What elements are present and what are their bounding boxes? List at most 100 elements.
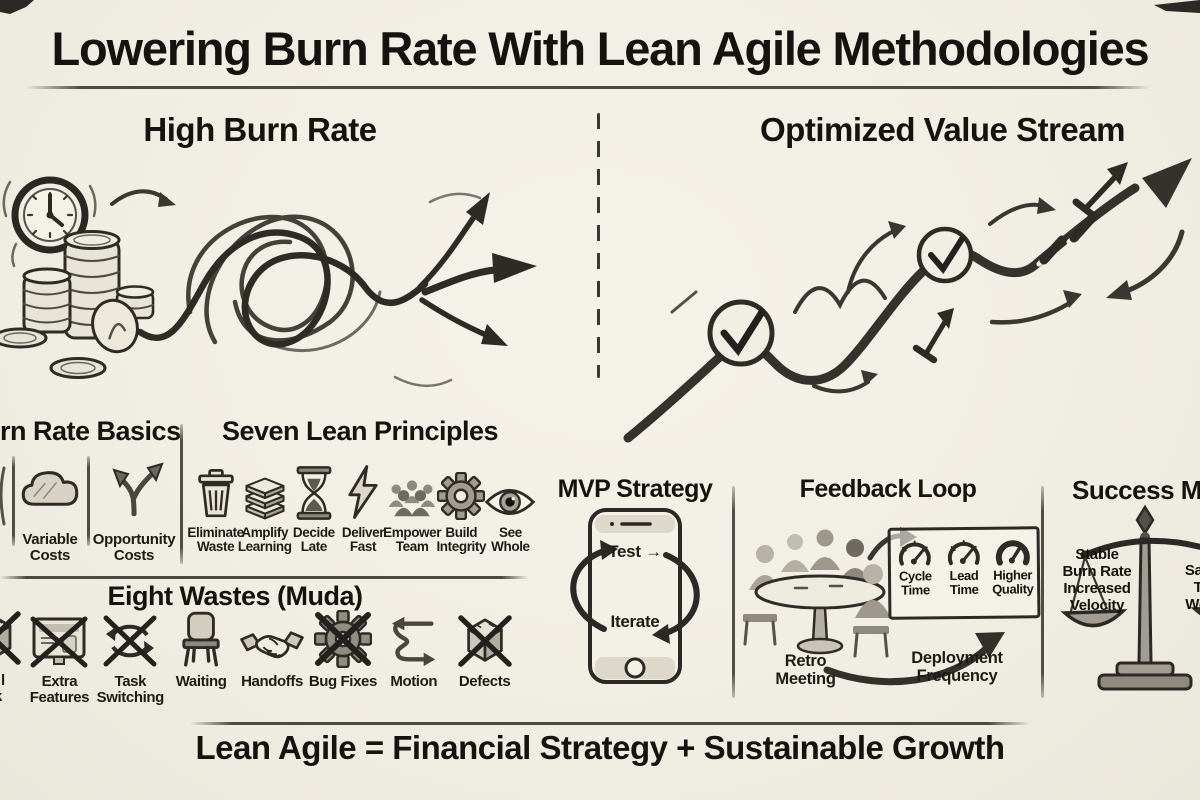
right-pan-line3: Wel — [1185, 596, 1200, 613]
principle-label: Late — [300, 539, 328, 555]
gauge-label: Cycle — [898, 568, 932, 584]
clipped-waste-icon — [0, 610, 22, 666]
footer-equation: Lean Agile = Financial Strategy + Sustai… — [195, 729, 1006, 766]
principle-build-integrity: Build Integrity — [436, 460, 487, 555]
high-burn-rate-illustration — [0, 176, 537, 387]
clipped-icon-fragment — [0, 466, 6, 526]
gauge-label: Time — [901, 582, 930, 598]
gauge-label: Higher — [993, 567, 1033, 583]
principle-label: Waste — [196, 539, 235, 555]
retro-meeting-caption-line1: Retro — [784, 652, 827, 670]
mvp-strategy-heading: MVP Strategy — [557, 475, 713, 503]
crossed-box-icon — [457, 614, 513, 668]
waste-motion: Motion — [378, 608, 449, 706]
principle-label: Eliminate — [187, 525, 244, 540]
section-divider-feedback-success — [1041, 486, 1044, 698]
principle-label: Amplify — [241, 525, 289, 540]
deployment-frequency-caption-line1: Deployment — [911, 649, 1003, 667]
zigzag-arrow-icon — [387, 614, 441, 668]
optimized-value-stream-heading: Optimized Value Stream — [760, 111, 1125, 148]
opportunity-costs-label-line2: Costs — [113, 547, 155, 565]
principle-empower-team: Empower Team — [383, 460, 442, 555]
principle-label: Decide — [292, 525, 335, 540]
section-divider-mvp-feedback — [732, 486, 735, 698]
waste-waiting: Waiting — [166, 608, 237, 706]
variable-costs-label-line1: Variable — [22, 531, 78, 548]
principle-amplify-learning: Amplify Learning — [237, 460, 292, 555]
variable-costs-label-line2: Costs — [29, 547, 71, 565]
waste-label: Bug Fixes — [308, 673, 377, 690]
right-pan-line2: T — [1193, 579, 1200, 596]
clipped-waste-label-line2: k — [0, 688, 2, 705]
seven-lean-principles-row: Eliminate Waste Amplify Learning Decide Lat… — [187, 460, 536, 555]
corner-mark-top-left — [0, 0, 34, 14]
basics-divider-1 — [12, 456, 15, 546]
success-metrics-heading: Success Met — [1072, 475, 1200, 505]
opportunity-costs-label-line1: Opportunity — [92, 531, 176, 548]
crossed-cycle-icon — [102, 614, 158, 668]
principle-label: See — [498, 525, 522, 540]
feedback-loop-heading: Feedback Loop — [799, 475, 977, 503]
smartphone-test-iterate-illustration — [570, 508, 700, 684]
section-divider-basics-principles — [180, 424, 183, 564]
branching-arrows-icon — [100, 458, 166, 516]
left-pan-labels: Stable Burn Rate Increased Velocity — [1042, 546, 1152, 614]
books-icon — [245, 477, 285, 520]
waste-task-switching: Task Switching — [95, 608, 166, 706]
optimized-value-stream-illustration — [623, 158, 1192, 443]
principle-label: Build — [445, 525, 478, 540]
eight-wastes-heading: Eight Wastes (Muda) — [107, 581, 363, 611]
retro-meeting-illustration — [743, 529, 891, 658]
gauge-icon — [944, 535, 984, 567]
right-pan-labels: Sati T Wel — [1168, 562, 1200, 613]
gauge-icon — [895, 535, 935, 567]
eight-wastes-row: Extra Features Task Switching Waiting Hand… — [24, 608, 520, 706]
principle-label: Team — [395, 539, 429, 555]
waste-label: Handoffs — [241, 673, 303, 690]
waste-handoffs: Handoffs — [237, 608, 308, 706]
crossed-screen-icon — [30, 616, 88, 668]
waste-label: Waiting — [175, 673, 227, 690]
cloud-icon — [21, 471, 79, 506]
high-burn-rate-heading: High Burn Rate — [143, 111, 377, 148]
title-rule — [25, 86, 1150, 89]
seven-lean-principles-heading: Seven Lean Principles — [221, 416, 499, 446]
left-pan-line4: Velocity — [1069, 597, 1125, 614]
principle-deliver-fast: Deliver Fast — [338, 460, 387, 555]
hourglass-icon — [296, 466, 332, 520]
waste-label: Task — [114, 673, 147, 690]
clipped-waste-label-line1: l — [1, 672, 5, 689]
principle-label: Fast — [349, 539, 377, 555]
waste-label: Switching — [96, 689, 165, 707]
principle-label: Learning — [237, 539, 292, 555]
eye-icon — [485, 488, 536, 516]
waste-bug-fixes: Bug Fixes — [307, 608, 378, 706]
principle-eliminate-waste: Eliminate Waste — [187, 460, 244, 555]
footer-rule — [190, 722, 1030, 725]
waste-label: Extra — [41, 673, 78, 690]
waste-extra-features: Extra Features — [24, 608, 95, 706]
basics-divider-2 — [87, 456, 90, 546]
waste-label: Defects — [458, 673, 511, 690]
left-pan-line1: Stable — [1075, 546, 1119, 563]
gear-icon — [437, 472, 486, 520]
left-pan-line2: Burn Rate — [1062, 563, 1132, 580]
principle-label: Deliver — [341, 525, 385, 540]
metrics-gauge-panel: Cycle Time Lead Time Higher Quality — [887, 526, 1041, 620]
handshake-icon — [240, 631, 304, 659]
principle-see-whole: See Whole — [485, 460, 536, 555]
waste-defects: Defects — [449, 608, 520, 706]
principle-label: Empower — [383, 525, 442, 540]
lightning-icon — [348, 465, 378, 519]
deployment-frequency-caption-line2: Frequency — [916, 667, 998, 685]
left-pan-line3: Increased — [1063, 580, 1131, 597]
waste-label: Features — [29, 689, 90, 707]
team-icon — [388, 480, 436, 517]
gauge-label: Quality — [992, 580, 1034, 597]
row-divider-rule — [0, 576, 528, 579]
gauge-label: Time — [949, 581, 979, 597]
principle-decide-late: Decide Late — [289, 460, 338, 555]
trash-icon — [197, 469, 234, 518]
burn-rate-basics-heading: rn Rate Basics — [0, 416, 181, 446]
